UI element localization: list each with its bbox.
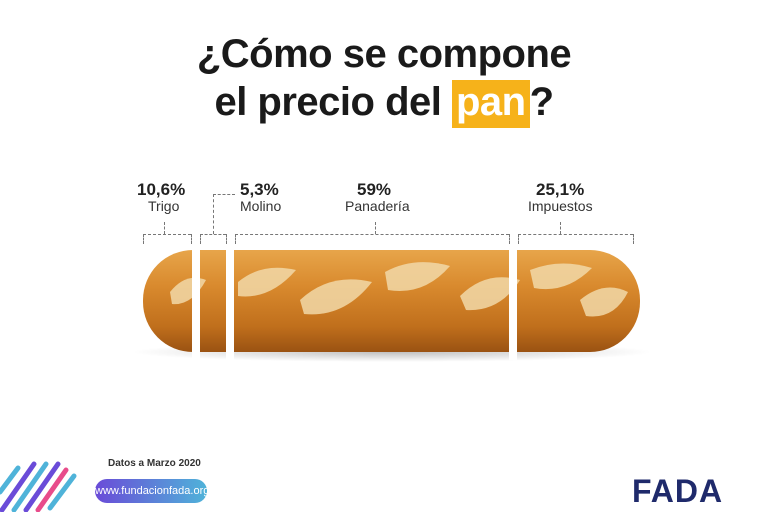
bracket-tick bbox=[143, 234, 144, 244]
segment-gap bbox=[509, 240, 517, 360]
data-date: Datos a Marzo 2020 bbox=[108, 458, 201, 469]
value-label-panaderia: 59% bbox=[357, 180, 392, 199]
bracket-molino bbox=[200, 234, 226, 235]
website-link[interactable]: www.fundacionfada.org bbox=[95, 479, 209, 503]
bracket-tick bbox=[191, 234, 192, 244]
bracket-tick bbox=[200, 234, 201, 244]
bracket-tick bbox=[518, 234, 519, 244]
value-label-impuestos: 25,1% bbox=[536, 180, 585, 199]
fada-logo-f: F bbox=[632, 473, 651, 509]
bracket-tick bbox=[164, 222, 165, 234]
value-label-molino: 5,3% bbox=[240, 180, 279, 199]
category-label-molino: Molino bbox=[240, 198, 282, 214]
fada-logo-ada: ADA bbox=[650, 473, 724, 509]
title-highlight-pan: pan bbox=[451, 80, 530, 128]
segment-gap bbox=[226, 240, 234, 360]
decorative-stripes bbox=[0, 461, 77, 512]
bracket-tick bbox=[235, 234, 236, 244]
bracket-molino-leader bbox=[213, 194, 235, 195]
bracket-tick bbox=[375, 222, 376, 234]
title-prefix: el precio del bbox=[214, 80, 452, 124]
segment-gap bbox=[192, 240, 200, 360]
title-line-2: el precio del pan? bbox=[0, 80, 768, 128]
bracket-tick bbox=[509, 234, 510, 244]
bracket-tick bbox=[213, 194, 214, 234]
category-label-trigo: Trigo bbox=[148, 198, 180, 214]
title-line-1: ¿Cómo se compone bbox=[196, 32, 572, 76]
fada-logo: FADA bbox=[632, 474, 723, 508]
bracket-trigo bbox=[143, 234, 191, 235]
value-label-trigo: 10,6% bbox=[137, 180, 186, 199]
bracket-tick bbox=[560, 222, 561, 234]
title-suffix: ? bbox=[529, 80, 554, 124]
category-label-panaderia: Panadería bbox=[345, 198, 410, 214]
category-label-impuestos: Impuestos bbox=[528, 198, 593, 214]
bracket-impuestos bbox=[518, 234, 633, 235]
bracket-panaderia bbox=[235, 234, 509, 235]
bracket-tick bbox=[633, 234, 634, 244]
bracket-tick bbox=[226, 234, 227, 244]
